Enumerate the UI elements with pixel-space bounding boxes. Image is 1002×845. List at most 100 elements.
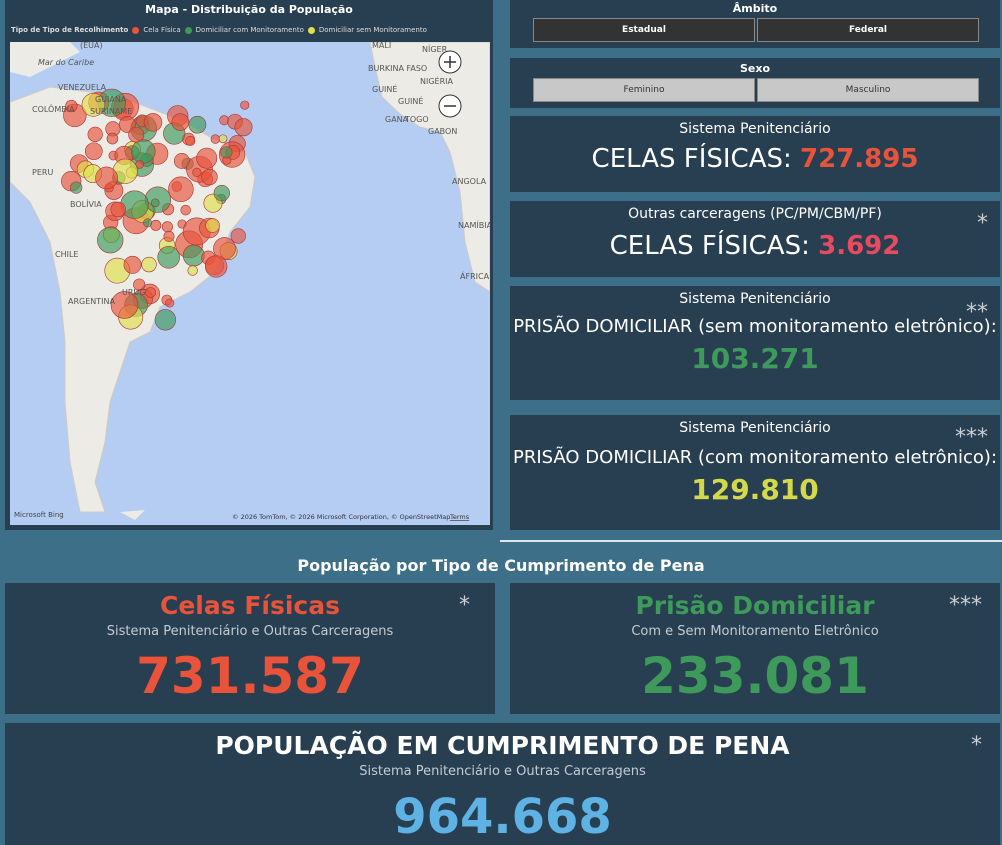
bubble[interactable] (180, 204, 191, 216)
bubble[interactable] (128, 126, 145, 143)
total-subtitle: Sistema Penitenciário e Outras Carcerage… (359, 764, 646, 779)
card-subtitle: Sistema Penitenciário (679, 121, 831, 137)
bubble[interactable] (97, 226, 124, 254)
filter-title: Sexo (739, 62, 771, 75)
map-label: ANGOLA (452, 177, 487, 186)
filter-button[interactable]: Federal (757, 18, 979, 42)
card: Sistema Penitenciário ** PRISÃO DOMICILI… (510, 286, 1000, 400)
bubble[interactable] (240, 100, 250, 110)
total-card: Prisão Domiciliar *** Com e Sem Monitora… (510, 583, 1000, 714)
bubble[interactable] (70, 181, 83, 194)
map-label: VENEZUELA (58, 83, 107, 92)
map-label: GABON (428, 127, 457, 136)
card-value: 129.810 (691, 473, 819, 506)
bubble[interactable] (187, 265, 198, 276)
filter-button[interactable]: Feminino (533, 78, 755, 102)
map-panel: Mapa - Distribuição da População Tipo de… (5, 0, 493, 530)
bubble[interactable] (230, 228, 246, 244)
bubble[interactable] (143, 113, 163, 132)
card-note: *** (955, 425, 988, 450)
card-note: ** (966, 300, 988, 325)
bubble[interactable] (145, 287, 156, 298)
land (120, 510, 145, 520)
legend-label: Cela Física (143, 26, 181, 34)
card: Outras carceragens (PC/PM/CBM/PF) * CELA… (510, 201, 1000, 277)
map-label: COLÔMBIA (32, 103, 75, 114)
bubble[interactable] (143, 218, 153, 228)
bubble[interactable] (192, 167, 202, 177)
card-subtitle: Sistema Penitenciário (679, 420, 831, 436)
map[interactable]: (EUA) Mar do Caribe MALI NÍGER BURKINA F… (10, 42, 490, 525)
bubble[interactable] (154, 309, 177, 331)
bubble[interactable] (141, 256, 157, 273)
bubble[interactable] (150, 198, 160, 208)
bubble[interactable] (110, 201, 126, 218)
bubble[interactable] (81, 93, 106, 117)
filter-ambito: Âmbito Estadual Federal (510, 0, 1000, 48)
bubble[interactable] (220, 146, 233, 159)
bubble[interactable] (205, 255, 228, 278)
card-value: 727.895 (800, 144, 919, 174)
map-terms[interactable]: Terms (449, 513, 470, 521)
bubble[interactable] (168, 176, 194, 202)
bubble[interactable] (205, 218, 220, 233)
bubble[interactable] (65, 99, 78, 113)
zoom-out[interactable] (438, 94, 462, 118)
total-value: 233.081 (641, 647, 869, 705)
filter-button[interactable]: Estadual (533, 18, 755, 42)
card: Sistema Penitenciário CELAS FÍSICAS: 727… (510, 116, 1000, 192)
bubble[interactable] (165, 298, 175, 308)
bubble[interactable] (218, 134, 228, 144)
bubble[interactable] (84, 142, 103, 161)
bubble[interactable] (120, 190, 149, 219)
card-subtitle: Sistema Penitenciário (679, 291, 831, 307)
bubble[interactable] (157, 246, 180, 269)
total-value: 964.668 (393, 789, 612, 845)
total-card: Celas Físicas * Sistema Penitenciário e … (5, 583, 495, 714)
bubble[interactable] (161, 221, 173, 233)
bubble[interactable] (171, 113, 190, 131)
legend-swatch (132, 26, 140, 34)
bubble[interactable] (131, 139, 156, 164)
card-label: CELAS FÍSICAS: (609, 231, 810, 261)
bubble[interactable] (201, 168, 218, 186)
total-subtitle: Sistema Penitenciário e Outras Carcerage… (106, 624, 394, 639)
zoom-in[interactable] (438, 50, 462, 74)
map-title: Mapa - Distribuição da População (145, 3, 353, 16)
bubble[interactable] (210, 134, 221, 144)
bubble[interactable] (234, 118, 253, 137)
bubble[interactable] (188, 115, 207, 134)
filter-button[interactable]: Masculino (757, 78, 979, 102)
legend-label: Domiciliar sem Monitoramento (318, 26, 427, 34)
bubble[interactable] (106, 132, 119, 145)
card: Sistema Penitenciário *** PRISÃO DOMICIL… (510, 415, 1000, 530)
bubble[interactable] (95, 166, 118, 190)
map-label: CHILE (55, 250, 78, 259)
bubble-layer (61, 88, 253, 331)
map-label: TOGO (404, 115, 429, 124)
legend-swatch (184, 26, 192, 34)
map-label: GUINÉ (398, 95, 423, 106)
map-label: ÁFRICA (460, 270, 490, 281)
bubble[interactable] (163, 230, 175, 242)
bubble[interactable] (87, 126, 103, 142)
total-note: *** (949, 593, 982, 618)
bubble[interactable] (123, 255, 142, 274)
legend-swatch (307, 26, 315, 34)
bubble[interactable] (196, 147, 218, 169)
map-label: MALI (372, 42, 391, 50)
divider (500, 540, 1002, 542)
total-title: Celas Físicas (160, 591, 340, 620)
card-label: PRISÃO DOMICILIAR (sem monitoramento ele… (513, 316, 997, 337)
bubble[interactable] (213, 184, 230, 202)
card-subtitle: Outras carceragens (PC/PM/CBM/PF) (628, 206, 882, 222)
map-legend: Tipo de Tipo de Recolhimento Cela Física… (11, 26, 427, 34)
total-value: 731.587 (136, 647, 364, 705)
filter-sexo: Sexo Feminino Masculino (510, 58, 1000, 108)
bubble[interactable] (182, 244, 205, 267)
bubble[interactable] (110, 291, 139, 319)
bubble[interactable] (150, 219, 162, 231)
card-label: CELAS FÍSICAS: (591, 144, 792, 174)
bubble[interactable] (185, 135, 196, 146)
